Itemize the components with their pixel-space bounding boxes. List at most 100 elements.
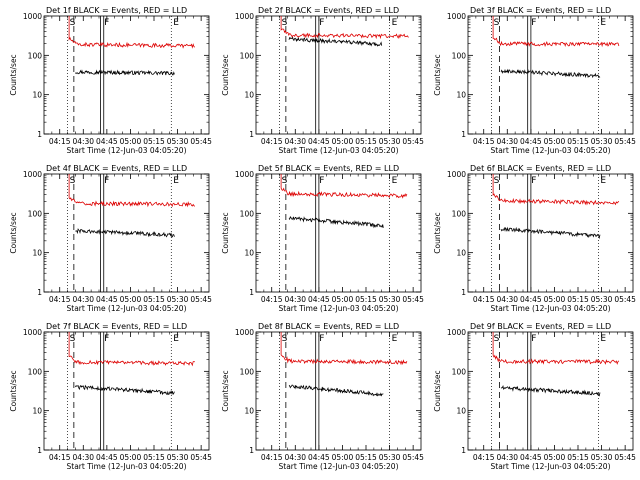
- x-tick-label: 05:00: [332, 453, 354, 462]
- x-tick-label: 05:45: [190, 295, 212, 304]
- x-tick-label: 04:30: [496, 137, 518, 146]
- chart-panel-4: Det 4f BLACK = Events, RED = LLD 1 10 100 10…: [9, 164, 212, 313]
- x-axis-label: Start Time (12-Jun-03 04:05:20): [279, 304, 399, 313]
- x-tick-label: 04:45: [520, 295, 542, 304]
- y-tick-label: 100: [240, 209, 255, 218]
- chart-title: Det 1f BLACK = Events, RED = LLD: [46, 6, 187, 15]
- chart-panel-2: Det 2f BLACK = Events, RED = LLD 1 10 100 10…: [221, 6, 424, 155]
- series-line-events: [75, 228, 175, 238]
- y-axis-label: Counts/sec: [433, 212, 442, 253]
- f-marker-label: F: [104, 18, 109, 28]
- y-tick-label: 1000: [447, 12, 466, 21]
- y-tick-label: 10: [244, 407, 254, 416]
- y-tick-label: 1000: [235, 328, 254, 337]
- y-tick-label: 100: [452, 51, 467, 60]
- x-tick-label: 04:15: [261, 453, 283, 462]
- s-marker-label: S: [282, 334, 288, 344]
- series-line-events: [75, 69, 175, 76]
- x-tick-label: 05:00: [544, 453, 566, 462]
- x-axis-label: Start Time (12-Jun-03 04:05:20): [67, 146, 187, 155]
- x-tick-label: 04:15: [473, 295, 495, 304]
- x-tick-label: 05:00: [120, 295, 142, 304]
- x-tick-label: 04:30: [72, 295, 94, 304]
- y-tick-label: 1000: [23, 12, 42, 21]
- plot-frame: [255, 331, 422, 451]
- x-tick-label: 05:15: [355, 295, 377, 304]
- e-marker-label: E: [600, 334, 606, 344]
- series-line-events: [75, 384, 175, 396]
- y-tick-label: 10: [32, 407, 42, 416]
- s-marker-label: S: [70, 176, 76, 186]
- x-tick-label: 04:15: [49, 137, 71, 146]
- e-marker-label: E: [392, 334, 398, 344]
- chart-title: Det 3f BLACK = Events, RED = LLD: [470, 6, 611, 15]
- x-tick-label: 04:30: [72, 453, 94, 462]
- x-tick-label: 04:30: [284, 295, 306, 304]
- s-marker-label: S: [282, 176, 288, 186]
- x-axis-label: Start Time (12-Jun-03 04:05:20): [491, 462, 611, 471]
- y-tick-label: 1000: [235, 170, 254, 179]
- series-line-lld: [492, 16, 620, 48]
- x-tick-label: 04:45: [308, 453, 330, 462]
- y-axis-label: Counts/sec: [221, 54, 230, 95]
- x-tick-label: 05:00: [120, 453, 142, 462]
- plot-frame: [43, 331, 210, 451]
- f-marker-label: F: [531, 18, 536, 28]
- x-tick-label: 05:15: [355, 453, 377, 462]
- e-marker-label: E: [392, 176, 398, 186]
- f-marker-label: F: [104, 176, 109, 186]
- x-tick-label: 05:15: [355, 137, 377, 146]
- y-tick-label: 1: [249, 288, 254, 297]
- s-marker-label: S: [70, 18, 76, 28]
- s-marker-label: S: [70, 334, 76, 344]
- x-tick-label: 04:15: [473, 453, 495, 462]
- y-tick-label: 1000: [235, 12, 254, 21]
- chart-title: Det 7f BLACK = Events, RED = LLD: [46, 322, 187, 331]
- x-tick-label: 05:00: [332, 137, 354, 146]
- series-line-events: [288, 384, 384, 397]
- x-tick-label: 05:15: [567, 137, 589, 146]
- x-tick-label: 05:45: [402, 137, 424, 146]
- plot-frame: [43, 173, 210, 293]
- x-axis-label: Start Time (12-Jun-03 04:05:20): [67, 304, 187, 313]
- chart-panel-1: Det 1f BLACK = Events, RED = LLD 1 10 100 10…: [9, 6, 212, 155]
- x-tick-label: 04:15: [49, 453, 71, 462]
- y-tick-label: 10: [456, 407, 466, 416]
- f-marker-label: F: [531, 334, 536, 344]
- series-line-lld: [492, 174, 620, 206]
- x-tick-label: 05:15: [143, 453, 165, 462]
- series-line-events: [500, 226, 601, 240]
- y-tick-label: 1: [37, 446, 42, 455]
- x-tick-label: 05:15: [143, 295, 165, 304]
- plot-frame: [43, 15, 210, 135]
- y-tick-label: 1: [461, 288, 466, 297]
- x-tick-label: 04:30: [496, 295, 518, 304]
- chart-title: Det 5f BLACK = Events, RED = LLD: [258, 164, 399, 173]
- x-tick-label: 05:15: [567, 453, 589, 462]
- series-line-events: [288, 36, 383, 47]
- series-line-lld: [68, 332, 196, 367]
- y-tick-label: 1: [461, 446, 466, 455]
- chart-title: Det 4f BLACK = Events, RED = LLD: [46, 164, 187, 173]
- y-tick-label: 10: [456, 249, 466, 258]
- y-tick-label: 100: [28, 209, 43, 218]
- y-tick-label: 10: [244, 249, 254, 258]
- s-marker-label: S: [494, 334, 500, 344]
- f-marker-label: F: [319, 18, 324, 28]
- e-marker-label: E: [392, 18, 398, 28]
- series-line-lld: [68, 174, 196, 208]
- x-tick-label: 04:15: [261, 137, 283, 146]
- x-tick-label: 05:30: [591, 137, 613, 146]
- x-axis-label: Start Time (12-Jun-03 04:05:20): [491, 146, 611, 155]
- chart-title: Det 8f BLACK = Events, RED = LLD: [258, 322, 399, 331]
- x-tick-label: 05:45: [190, 453, 212, 462]
- y-tick-label: 100: [452, 367, 467, 376]
- y-tick-label: 100: [240, 367, 255, 376]
- x-tick-label: 05:45: [402, 453, 424, 462]
- series-line-events: [288, 215, 384, 229]
- y-tick-label: 1000: [23, 170, 42, 179]
- x-axis-label: Start Time (12-Jun-03 04:05:20): [279, 146, 399, 155]
- chart-panel-8: Det 8f BLACK = Events, RED = LLD 1 10 100 10…: [221, 322, 424, 471]
- y-axis-label: Counts/sec: [221, 212, 230, 253]
- f-marker-label: F: [319, 334, 324, 344]
